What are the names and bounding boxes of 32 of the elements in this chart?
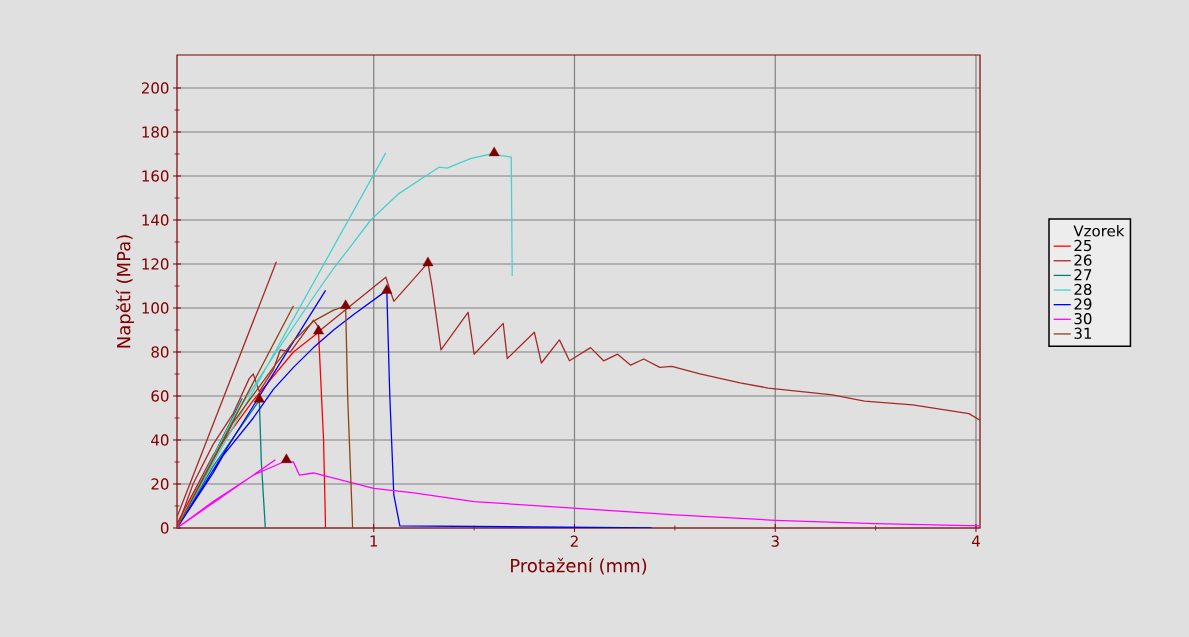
y-tick-label: 20 [151, 478, 169, 490]
legend-label: 31 [1074, 327, 1092, 339]
y-tick-label: 80 [151, 346, 169, 358]
x-tick-label: 1 [370, 535, 378, 547]
legend-label: 25 [1074, 239, 1092, 252]
y-tick-label: 40 [151, 434, 169, 446]
legend-label: 26 [1074, 254, 1092, 266]
point [340, 299, 352, 309]
legend-title: Vzorek [1073, 224, 1125, 237]
point [422, 256, 434, 267]
y-tick-label: 0 [160, 522, 169, 534]
y-axis-title: Napětí (MPa) [115, 235, 134, 348]
y-tick-label: 180 [142, 126, 169, 138]
point [253, 393, 265, 403]
x-tick-label: 2 [570, 535, 578, 547]
y-tick-label: 140 [142, 214, 169, 226]
y-tick-label: 60 [151, 390, 169, 402]
legend-label: 29 [1074, 298, 1092, 310]
legend-label: 28 [1074, 283, 1092, 296]
y-tick-label: 160 [142, 170, 169, 182]
point [381, 284, 393, 294]
point [281, 453, 292, 463]
y-tick-label: 200 [141, 82, 169, 94]
y-tick-label: 120 [142, 258, 169, 270]
legend-label: 30 [1074, 312, 1092, 325]
y-tick-label: 100 [142, 302, 169, 314]
point [488, 146, 500, 157]
x-axis-title: Protažení (mm) [511, 557, 647, 575]
point [313, 324, 324, 335]
legend-label: 27 [1074, 269, 1092, 281]
x-tick-label: 4 [971, 535, 980, 547]
x-tick-label: 3 [771, 535, 779, 547]
